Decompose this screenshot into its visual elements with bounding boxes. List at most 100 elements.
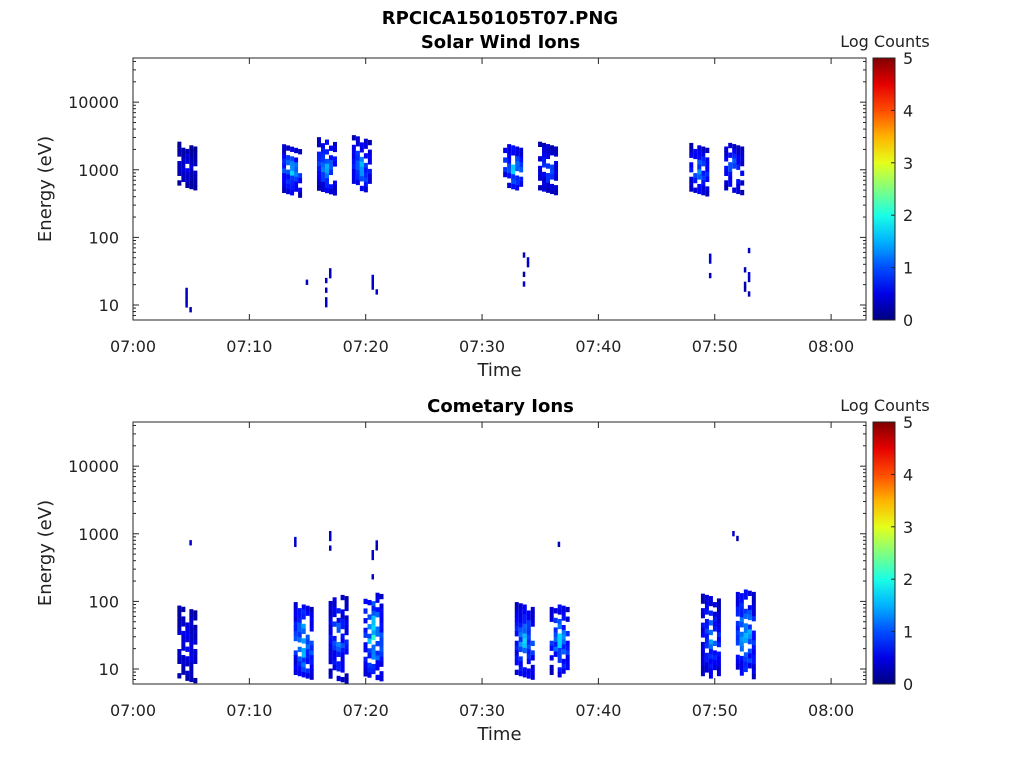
heatmap-cell [565,664,570,671]
heatmap-cell [344,605,349,612]
heatmap-cell [294,536,297,543]
x-tick-label: 08:00 [808,701,854,720]
heatmap-cell [375,631,380,637]
heatmap-cell [371,654,376,660]
heatmap-cell [522,667,527,673]
heatmap-cell [336,666,341,672]
heatmap-cell [328,658,333,665]
heatmap-cell [522,271,526,278]
heatmap-cell [518,641,523,648]
heatmap-cell [561,615,566,621]
heatmap-cell [712,602,717,608]
heatmap-cell [293,616,298,622]
heatmap-cell [515,161,520,167]
heatmap-cell [538,141,543,147]
heatmap-cell [375,641,380,647]
heatmap-cell [728,167,733,173]
heatmap-cell [751,654,756,660]
heatmap-cell [530,664,535,671]
heatmap-cell [728,176,733,183]
heatmap-cell [367,173,372,180]
heatmap-cell [511,150,516,156]
heatmap-cell [526,625,531,631]
heatmap-cell [375,655,380,661]
heatmap-cell [712,640,717,647]
heatmap-cell [328,268,332,274]
heatmap-cell [561,649,566,655]
heatmap-cell [561,644,566,650]
heatmap-cell [557,672,562,678]
heatmap-cell [503,167,508,173]
heatmap-cell [724,180,729,186]
colorbar-tick-label: 0 [903,675,913,694]
heatmap-cell [305,610,310,616]
heatmap-cell [514,640,519,647]
heatmap-cell [751,611,756,617]
heatmap-cell [189,647,194,654]
heatmap-cell [297,622,302,628]
heatmap-cell [332,621,337,627]
heatmap-cell [735,611,740,617]
heatmap-cell [701,161,706,167]
colorbar-tick-label: 2 [903,206,913,225]
heatmap-cell [375,545,379,551]
heatmap-cell [344,620,349,626]
heatmap-cell [336,608,341,614]
heatmap-cell [181,645,186,651]
heatmap-cell [735,659,740,665]
heatmap-cell [526,653,531,660]
heatmap-cell [340,667,345,673]
heatmap-cell [355,136,360,142]
heatmap-cell [522,281,526,287]
heatmap-cell [546,153,551,160]
heatmap-cell [293,621,298,627]
colorbar [872,421,896,685]
heatmap-cell [705,176,710,183]
heatmap-cell [503,157,508,163]
heatmap-cell [185,632,190,638]
heatmap-cell [181,162,186,168]
heatmap-cell [561,668,566,674]
heatmap-cell [367,159,372,165]
heatmap-cell [340,676,345,683]
heatmap-cell [507,168,512,174]
heatmap-cell [526,620,531,626]
heatmap-cell [351,149,356,155]
heatmap-cell [739,636,744,642]
heatmap-cell [332,664,337,671]
heatmap-cell [519,147,524,154]
heatmap-cell [189,150,194,156]
heatmap-cell [282,153,287,160]
heatmap-cell [728,142,733,149]
heatmap-cell [298,149,303,155]
heatmap-cell [542,162,547,168]
heatmap-cell [522,647,527,654]
heatmap-cell [189,676,194,683]
heatmap-cell [328,629,333,636]
heatmap-cell [316,137,321,143]
heatmap-cell [705,191,710,197]
heatmap-cell [181,621,186,627]
heatmap-cell [549,669,554,676]
heatmap-cell [328,615,333,621]
heatmap-cell [301,609,306,615]
heatmap-cell [328,620,333,626]
heatmap-cell [371,649,376,655]
y-axis-label: Energy (eV) [35,500,56,606]
heatmap-cell [371,284,375,290]
heatmap-cell [716,651,721,657]
heatmap-cell [320,157,325,163]
heatmap-cell [193,156,198,162]
heatmap-cell [359,147,364,153]
heatmap-cell [530,669,535,675]
heatmap-cell [332,645,337,651]
panel-title: Solar Wind Ions [421,32,580,53]
heatmap-cell [344,678,349,684]
heatmap-cell [561,625,566,631]
heatmap-cell [697,150,702,156]
heatmap-cell [379,671,384,677]
heatmap-cell [716,641,721,648]
heatmap-cell [530,616,535,622]
heatmap-cell [320,181,325,188]
heatmap-cell [328,169,333,176]
